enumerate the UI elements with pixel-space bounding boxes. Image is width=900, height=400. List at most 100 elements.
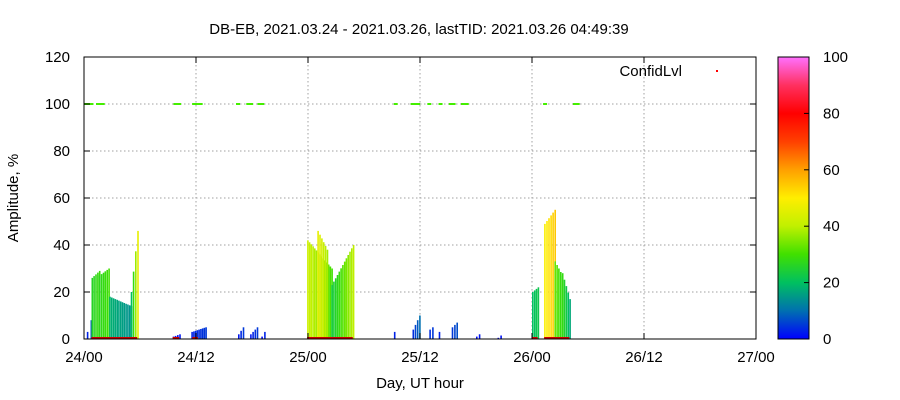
- amplitude-bar: [310, 244, 313, 339]
- x-tick-label: 24/12: [177, 349, 215, 366]
- confidence-point: [572, 103, 577, 105]
- amplitude-bar: [429, 329, 431, 339]
- y-tick-label: 80: [53, 143, 70, 160]
- grid-lines: [84, 57, 756, 339]
- amplitude-bar: [90, 320, 93, 339]
- amplitude-bar: [312, 246, 314, 339]
- amplitude-bar: [119, 301, 122, 339]
- amplitude-bar: [393, 331, 396, 339]
- amplitude-bar: [533, 290, 536, 339]
- amplitude-bar: [112, 298, 115, 339]
- confidence-point: [416, 103, 421, 105]
- amplitude-bar: [196, 330, 199, 339]
- amplitude-bar: [478, 334, 481, 339]
- amplitude-bar: [240, 330, 242, 339]
- amplitude-bar: [179, 334, 181, 339]
- amplitude-bar: [308, 242, 311, 339]
- amplitude-bar: [336, 275, 339, 339]
- amplitude-bar: [307, 240, 309, 339]
- x-axis-label: Day, UT hour: [376, 375, 464, 392]
- amplitude-bar: [351, 248, 353, 339]
- amplitude-bar: [451, 327, 454, 340]
- confidence-point: [177, 103, 182, 105]
- colorbar-tick-label: 0: [823, 331, 831, 348]
- legend-label-confidlvl: ConfidLvl: [619, 63, 682, 80]
- confidence-point: [89, 103, 94, 105]
- amplitude-bar: [416, 320, 419, 339]
- amplitude-bar: [250, 334, 252, 339]
- colorbar-tick-label: 60: [823, 162, 840, 179]
- x-tick-label: 25/12: [401, 349, 439, 366]
- confidence-point: [246, 103, 251, 105]
- amplitude-bar: [326, 249, 329, 339]
- amplitude-bar: [324, 245, 327, 339]
- baseline-marker: [544, 337, 570, 339]
- confidence-point: [427, 103, 432, 105]
- amplitude-bar: [191, 331, 193, 339]
- amplitude-bar: [256, 327, 259, 340]
- amplitude-bar: [569, 299, 571, 339]
- amplitude-bar: [205, 327, 207, 340]
- data-marks: [86, 209, 571, 340]
- x-tick-label: 27/00: [737, 349, 775, 366]
- amplitude-bar: [116, 299, 118, 339]
- amplitude-bar: [565, 286, 568, 339]
- amplitude-bar: [334, 278, 337, 339]
- confidence-point: [198, 103, 203, 105]
- amplitude-bar: [109, 296, 111, 339]
- amplitude-bar: [548, 218, 550, 339]
- baseline-marker: [91, 337, 138, 339]
- amplitude-bar: [91, 277, 94, 339]
- amplitude-bar: [132, 271, 135, 339]
- amplitude-bar: [546, 221, 548, 339]
- amplitude-bar: [347, 255, 349, 339]
- amplitude-bar: [342, 265, 344, 339]
- amplitude-bar: [476, 336, 478, 339]
- amplitude-bar: [128, 305, 131, 339]
- amplitude-bar: [349, 251, 351, 339]
- amplitude-bar: [238, 334, 240, 339]
- amplitude-bar: [535, 288, 538, 339]
- amplitude-bar: [550, 215, 552, 339]
- baseline-marker: [172, 337, 180, 339]
- amplitude-bar: [93, 276, 95, 339]
- amplitude-bar: [327, 264, 330, 339]
- amplitude-bar: [314, 248, 316, 339]
- amplitude-bar: [125, 303, 127, 340]
- amplitude-bar: [261, 336, 263, 339]
- amplitude-bar: [338, 271, 341, 339]
- amplitude-bar: [554, 261, 556, 339]
- amplitude-bar: [456, 322, 458, 339]
- legend: ConfidLvl: [619, 63, 718, 80]
- colorbar-tick-label: 80: [823, 105, 840, 122]
- confidence-point: [413, 103, 418, 105]
- amplitude-bar: [200, 329, 202, 339]
- amplitude-bar: [102, 272, 105, 339]
- amplitude-bar: [321, 238, 323, 339]
- amplitude-bar: [322, 242, 325, 339]
- amplitude-bar: [567, 292, 570, 339]
- legend-marker: [716, 70, 718, 72]
- confidence-point: [96, 103, 100, 105]
- amplitude-bar: [137, 230, 139, 339]
- amplitude-bar: [340, 268, 342, 339]
- amplitude-bar: [203, 327, 206, 339]
- amplitude-bar: [345, 258, 348, 339]
- amplitude-bar: [264, 331, 266, 339]
- confidence-point: [192, 103, 197, 105]
- colorbar-tick-label: 40: [823, 218, 840, 235]
- amplitude-bar: [242, 327, 245, 340]
- amplitude-bar: [333, 281, 335, 339]
- confidence-point: [448, 103, 453, 105]
- amplitude-bar: [111, 297, 113, 339]
- amplitude-bar: [108, 268, 110, 339]
- baseline-marker: [192, 337, 198, 339]
- confidence-point: [393, 103, 398, 105]
- amplitude-bar: [95, 274, 97, 339]
- confidence-point: [236, 103, 240, 105]
- amplitude-bar: [552, 212, 554, 339]
- amplitude-bar: [414, 324, 417, 339]
- amplitude-bar: [561, 273, 564, 339]
- amplitude-bar: [127, 304, 129, 339]
